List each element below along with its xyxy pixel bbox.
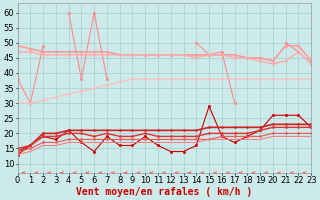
X-axis label: Vent moyen/en rafales ( km/h ): Vent moyen/en rafales ( km/h ) [76,187,252,197]
